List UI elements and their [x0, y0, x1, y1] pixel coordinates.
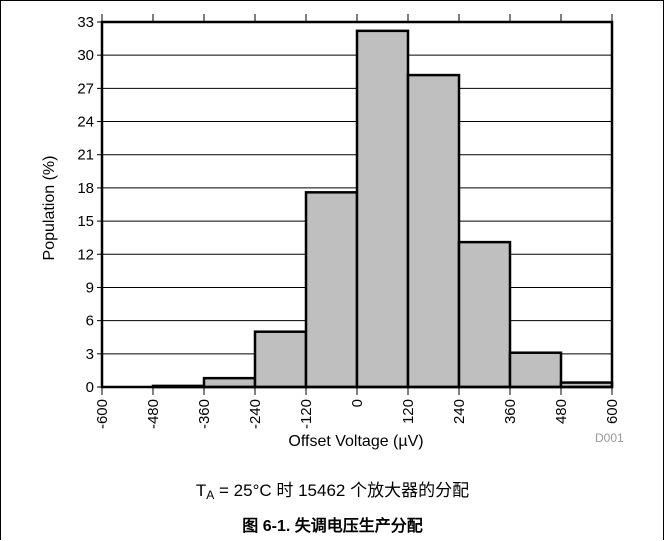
chart-caption: TA = 25°C 时 15462 个放大器的分配 [0, 476, 665, 502]
x-axis-label: Offset Voltage (µV) [288, 433, 423, 450]
y-tick-label: 12 [77, 246, 94, 263]
caption-prefix: T [195, 481, 207, 500]
x-tick-label: 480 [553, 399, 570, 424]
histogram-bar [304, 191, 359, 389]
x-tick-label: -120 [298, 399, 315, 429]
x-tick-label: -480 [145, 399, 162, 429]
y-tick-label: 9 [86, 279, 94, 296]
y-tick-label: 27 [77, 80, 94, 97]
tick-labels: 0 3 6 9 12 15 18 21 24 27 30 33 -600 -480 -360 -240 -120… [77, 14, 621, 429]
x-tick-label: 240 [451, 399, 468, 424]
x-tick-label: 120 [400, 399, 417, 424]
figure-id-note: D001 [595, 431, 624, 445]
y-tick-label: 24 [77, 114, 94, 131]
y-tick-label: 6 [86, 313, 94, 330]
bars [151, 29, 614, 389]
x-tick-label: 0 [349, 399, 366, 407]
histogram-bar [508, 351, 563, 389]
histogram-bar [457, 240, 512, 389]
histogram-bar [406, 73, 461, 389]
histogram-bar [253, 330, 308, 389]
figure-title: 图 6-1. 失调电压生产分配 [242, 518, 423, 535]
caption-text: = 25°C 时 15462 个放大器的分配 [214, 481, 470, 500]
x-tick-label: 600 [604, 399, 621, 424]
y-tick-label: 0 [86, 379, 94, 396]
x-tick-label: 360 [502, 399, 519, 424]
axes [97, 14, 614, 395]
histogram-bar [202, 376, 257, 389]
y-tick-label: 15 [77, 213, 94, 230]
y-tick-label: 18 [77, 180, 94, 197]
histogram-bar [355, 29, 410, 389]
x-tick-label: -600 [94, 399, 111, 429]
x-tick-label: -240 [247, 399, 264, 429]
y-tick-label: 21 [77, 147, 94, 164]
y-tick-label: 30 [77, 47, 94, 64]
x-tick-label: -360 [196, 399, 213, 429]
y-tick-label: 3 [86, 346, 94, 363]
caption-subscript: A [206, 488, 215, 502]
histogram-chart: 0 3 6 9 12 15 18 21 24 27 30 33 -600 -480 -360 -240 -120… [41, 14, 624, 450]
y-tick-label: 33 [77, 14, 94, 31]
y-axis-label: Population (%) [41, 156, 58, 261]
